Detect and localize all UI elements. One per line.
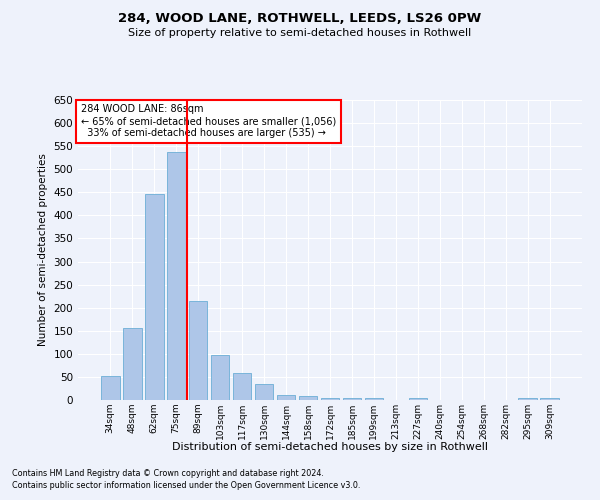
Bar (255, 384, 274, 400)
Text: Contains public sector information licensed under the Open Government Licence v3: Contains public sector information licen… (12, 481, 361, 490)
Bar (145, 194, 164, 400)
Bar (320, 398, 340, 400)
Bar (101, 376, 119, 400)
Bar (343, 398, 361, 400)
Bar (365, 398, 383, 400)
Bar (541, 398, 559, 400)
Y-axis label: Number of semi-detached properties: Number of semi-detached properties (38, 154, 48, 346)
Text: 284, WOOD LANE, ROTHWELL, LEEDS, LS26 0PW: 284, WOOD LANE, ROTHWELL, LEEDS, LS26 0P… (118, 12, 482, 26)
Bar (233, 373, 251, 400)
Bar (409, 398, 427, 400)
Bar (299, 396, 317, 400)
Bar (277, 396, 295, 400)
Bar (167, 152, 185, 400)
Text: 284 WOOD LANE: 86sqm
← 65% of semi-detached houses are smaller (1,056)
  33% of : 284 WOOD LANE: 86sqm ← 65% of semi-detac… (80, 104, 336, 138)
Bar (123, 328, 142, 400)
Bar (211, 355, 229, 400)
Text: Distribution of semi-detached houses by size in Rothwell: Distribution of semi-detached houses by … (172, 442, 488, 452)
Bar (189, 301, 208, 400)
Text: Contains HM Land Registry data © Crown copyright and database right 2024.: Contains HM Land Registry data © Crown c… (12, 468, 324, 477)
Text: Size of property relative to semi-detached houses in Rothwell: Size of property relative to semi-detach… (128, 28, 472, 38)
Bar (518, 398, 537, 400)
